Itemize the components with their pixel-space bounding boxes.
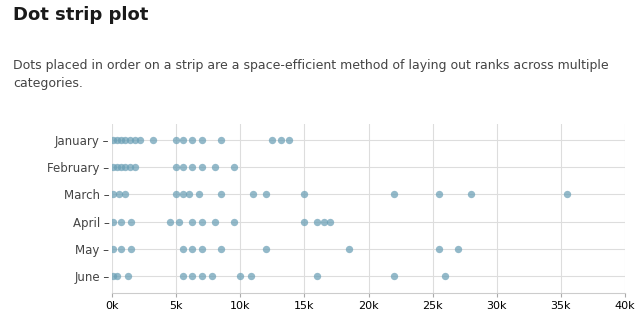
Point: [135, 137, 146, 142]
Point: [174, 219, 184, 224]
Point: [261, 246, 271, 252]
Point: [148, 137, 158, 142]
Point: [299, 219, 310, 224]
Point: [122, 274, 133, 279]
Point: [120, 192, 130, 197]
Point: [130, 137, 140, 142]
Point: [276, 137, 287, 142]
Point: [113, 192, 124, 197]
Point: [207, 274, 217, 279]
Point: [171, 137, 181, 142]
Point: [216, 137, 226, 142]
Point: [210, 164, 220, 170]
Point: [187, 219, 197, 224]
Point: [178, 164, 188, 170]
Point: [126, 219, 137, 224]
Point: [246, 274, 256, 279]
Point: [389, 274, 399, 279]
Point: [126, 246, 137, 252]
Point: [116, 219, 126, 224]
Point: [194, 192, 204, 197]
Point: [116, 164, 126, 170]
Point: [216, 246, 226, 252]
Point: [108, 164, 119, 170]
Point: [108, 137, 119, 142]
Point: [116, 137, 126, 142]
Point: [229, 219, 239, 224]
Point: [116, 246, 126, 252]
Point: [178, 246, 188, 252]
Point: [210, 219, 220, 224]
Point: [216, 192, 226, 197]
Point: [434, 192, 444, 197]
Point: [389, 192, 399, 197]
Point: [284, 137, 294, 142]
Point: [261, 192, 271, 197]
Point: [344, 246, 354, 252]
Point: [187, 164, 197, 170]
Point: [108, 192, 119, 197]
Point: [197, 246, 207, 252]
Point: [184, 192, 194, 197]
Point: [108, 274, 119, 279]
Point: [248, 192, 258, 197]
Point: [187, 137, 197, 142]
Point: [434, 246, 444, 252]
Point: [312, 219, 322, 224]
Point: [120, 164, 130, 170]
Point: [312, 274, 322, 279]
Point: [165, 219, 175, 224]
Point: [197, 137, 207, 142]
Point: [178, 274, 188, 279]
Point: [108, 246, 119, 252]
Point: [171, 164, 181, 170]
Point: [197, 274, 207, 279]
Point: [197, 219, 207, 224]
Point: [562, 192, 572, 197]
Point: [453, 246, 463, 252]
Point: [120, 137, 130, 142]
Point: [112, 164, 122, 170]
Point: [108, 219, 119, 224]
Point: [267, 137, 278, 142]
Point: [235, 274, 246, 279]
Point: [319, 219, 329, 224]
Point: [187, 246, 197, 252]
Point: [112, 274, 122, 279]
Point: [178, 192, 188, 197]
Point: [299, 192, 310, 197]
Point: [229, 164, 239, 170]
Text: Dots placed in order on a strip are a space-efficient method of laying out ranks: Dots placed in order on a strip are a sp…: [13, 58, 608, 89]
Point: [171, 192, 181, 197]
Point: [197, 164, 207, 170]
Text: Dot strip plot: Dot strip plot: [13, 6, 148, 24]
Point: [130, 164, 140, 170]
Point: [178, 137, 188, 142]
Point: [125, 137, 135, 142]
Point: [112, 137, 122, 142]
Point: [187, 274, 197, 279]
Point: [125, 164, 135, 170]
Point: [440, 274, 451, 279]
Point: [325, 219, 335, 224]
Point: [466, 192, 476, 197]
